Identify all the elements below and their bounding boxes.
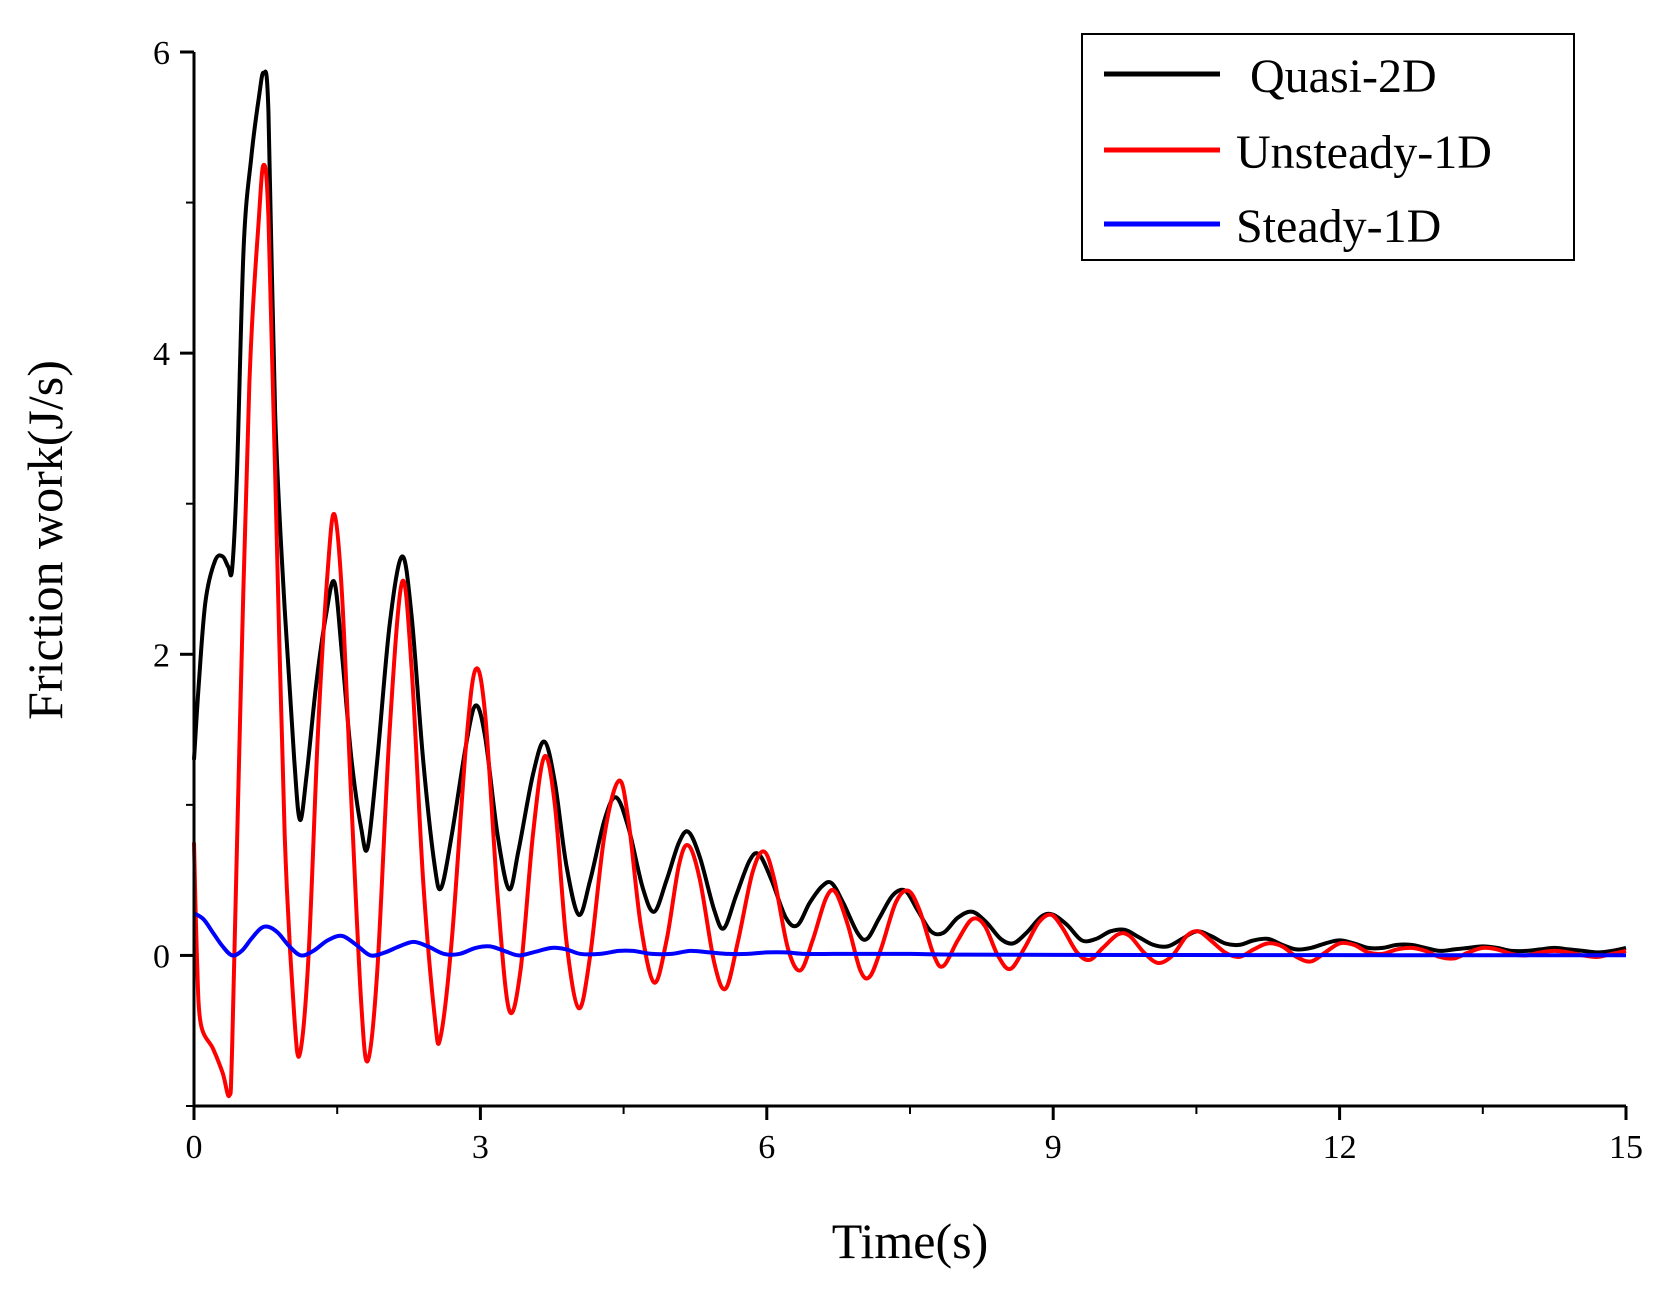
y-tick-label: 2	[153, 637, 170, 674]
x-tick-label: 15	[1609, 1129, 1643, 1166]
x-tick-label: 0	[186, 1129, 203, 1166]
x-tick-label: 3	[472, 1129, 489, 1166]
x-tick-label: 9	[1045, 1129, 1062, 1166]
ticks-layer: 0 3 6 9 12 15 0 2 4 6	[153, 35, 1643, 1166]
y-tick-label: 0	[153, 938, 170, 975]
x-tick-label: 6	[758, 1129, 775, 1166]
series-line-steady-1d	[192, 911, 1626, 958]
x-tick-label: 12	[1323, 1129, 1357, 1166]
x-axis-title: Time(s)	[832, 1213, 989, 1269]
y-tick-label: 6	[153, 35, 170, 72]
series-line-unsteady-1d	[192, 162, 1627, 1099]
legend-label-quasi-2d: Quasi-2D	[1250, 50, 1437, 103]
y-tick-label: 4	[153, 336, 170, 373]
legend: Quasi-2D Unsteady-1D Steady-1D	[1081, 33, 1575, 261]
legend-label-steady-1d: Steady-1D	[1236, 200, 1441, 253]
y-axis-title: Friction work(J/s)	[17, 360, 73, 720]
legend-label-unsteady-1d: Unsteady-1D	[1236, 126, 1492, 179]
series-line-quasi-2d	[192, 69, 1627, 955]
series-layer	[192, 69, 1627, 1099]
